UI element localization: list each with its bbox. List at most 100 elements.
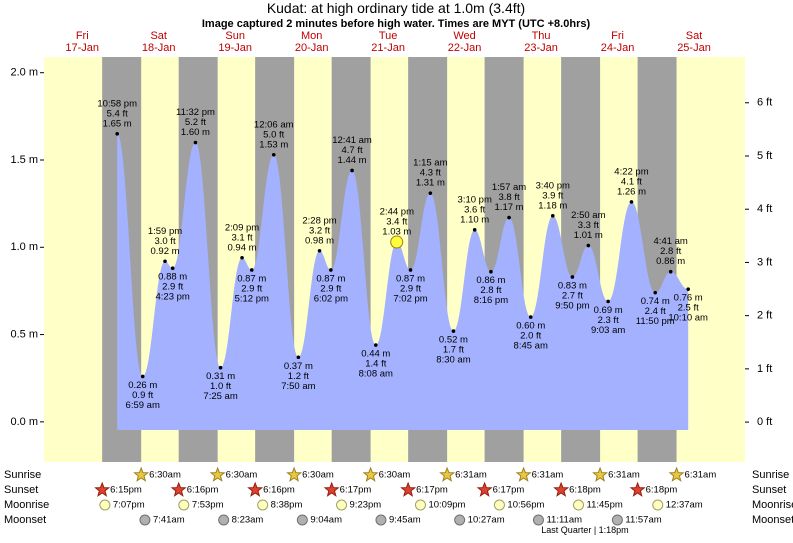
tide-label: 2:28 pm (302, 215, 336, 226)
tide-point (373, 343, 378, 347)
tide-label: 4:22 pm (614, 166, 648, 177)
tide-label: 3.8 ft (498, 192, 519, 203)
tide-label: 0.52 m (439, 335, 468, 346)
tide-label: 1.2 ft (288, 371, 309, 382)
y-tick-label: 1.0 m (10, 241, 38, 253)
tide-label: 3.0 ft (154, 236, 175, 247)
sunset-event (629, 481, 646, 497)
moonset-icon (218, 514, 230, 526)
sunset-event (323, 481, 340, 497)
sunrise-event (592, 466, 609, 482)
moonset-icon (375, 514, 387, 526)
tide-label: 1.01 m (574, 230, 603, 241)
sunrise-icon (362, 466, 379, 482)
sunrise-icon (209, 466, 226, 482)
sunrise-event (515, 466, 532, 482)
tide-point (451, 329, 456, 333)
tide-point (408, 268, 413, 272)
moonset-icon (296, 514, 308, 526)
tide-point (428, 191, 433, 195)
y-tick-label: 1.5 m (10, 154, 38, 166)
tide-point (249, 268, 254, 272)
moonrise-time: 12:37am (666, 500, 703, 511)
tide-label: 0.60 m (516, 321, 545, 332)
tide-label: 5.2 ft (185, 117, 206, 128)
moonrise-event (573, 499, 585, 511)
day-weekday: Tue (379, 30, 398, 42)
row-label: Sunrise (4, 469, 41, 481)
moonset-event (139, 514, 151, 526)
tide-label: 1.31 m (416, 178, 445, 189)
tide-label: 7:50 am (281, 381, 315, 392)
sunset-time: 6:18pm (646, 485, 678, 496)
tide-label: 2.4 ft (645, 306, 666, 317)
y2-tick-label: 5 ft (757, 150, 772, 162)
day-weekday: Sat (150, 30, 167, 42)
tide-label: 2:50 am (571, 210, 605, 221)
moonrise-time: 10:56pm (507, 500, 544, 511)
tide-label: 10:58 pm (97, 98, 137, 109)
row-label: Sunset (4, 484, 38, 496)
tide-label: 0.83 m (558, 280, 587, 291)
sunset-time: 6:17pm (340, 485, 372, 496)
tide-label: 7:25 am (203, 391, 237, 402)
tide-label: 8:45 am (514, 341, 548, 352)
sunset-time: 6:16pm (187, 485, 219, 496)
moonrise-event (414, 499, 426, 511)
sunrise-icon (515, 466, 532, 482)
tide-point (507, 215, 511, 220)
tide-point (472, 228, 477, 232)
sunrise-time: 6:30am (379, 470, 411, 481)
tide-label: 7:02 pm (393, 293, 427, 304)
tide-label: 0.98 m (305, 235, 334, 246)
sunrise-icon (439, 466, 456, 482)
day-weekday: Sat (686, 30, 703, 42)
tide-label: 2.3 ft (598, 315, 619, 326)
day-date: 25-Jan (677, 42, 711, 54)
tide-point (350, 168, 354, 173)
tide-label: 12:41 am (332, 135, 372, 146)
tide-label: 0.86 m (476, 275, 505, 286)
moonset-event (611, 514, 623, 526)
sunset-event (94, 481, 111, 497)
tide-point (629, 200, 634, 204)
tide-label: 0.92 m (150, 246, 179, 257)
tide-point (115, 132, 119, 136)
tide-label: 0.31 m (206, 371, 235, 382)
moonrise-icon (178, 499, 190, 511)
tide-area (117, 133, 689, 430)
tide-label: 2.8 ft (480, 285, 501, 296)
tide-label: 4.7 ft (341, 145, 362, 156)
moonrise-event (652, 499, 664, 511)
tide-label: 1.10 m (460, 214, 489, 225)
day-weekday: Wed (453, 30, 475, 42)
moonrise-icon (652, 499, 664, 511)
moonrise-time: 9:23pm (350, 500, 382, 511)
moonrise-event (178, 499, 190, 511)
sunrise-event (133, 466, 150, 482)
tide-label: 0.37 m (284, 361, 313, 372)
tide-label: 3.2 ft (309, 225, 330, 236)
tide-point (317, 248, 322, 253)
tide-label: 1.65 m (103, 118, 132, 129)
sunrise-icon (592, 466, 609, 482)
tide-point (240, 255, 244, 260)
tide-label: 0.76 m (674, 293, 703, 304)
moonset-time: 9:45am (389, 515, 421, 526)
day-date: 18-Jan (142, 42, 176, 54)
sunset-event (400, 481, 417, 497)
y2-tick-label: 4 ft (757, 203, 772, 215)
sunrise-time: 6:31am (685, 470, 717, 481)
tide-point (163, 259, 167, 264)
plot-layer (44, 57, 745, 462)
sunset-icon (94, 481, 111, 497)
sunset-event (247, 481, 264, 497)
sunset-icon (629, 481, 646, 497)
day-weekday: Fri (76, 30, 89, 42)
tide-label: 5.0 ft (263, 129, 284, 140)
tide-point (140, 374, 145, 379)
tide-label: 11:32 pm (176, 107, 215, 118)
tide-point (170, 266, 175, 271)
moonrise-time: 8:38pm (271, 500, 303, 511)
